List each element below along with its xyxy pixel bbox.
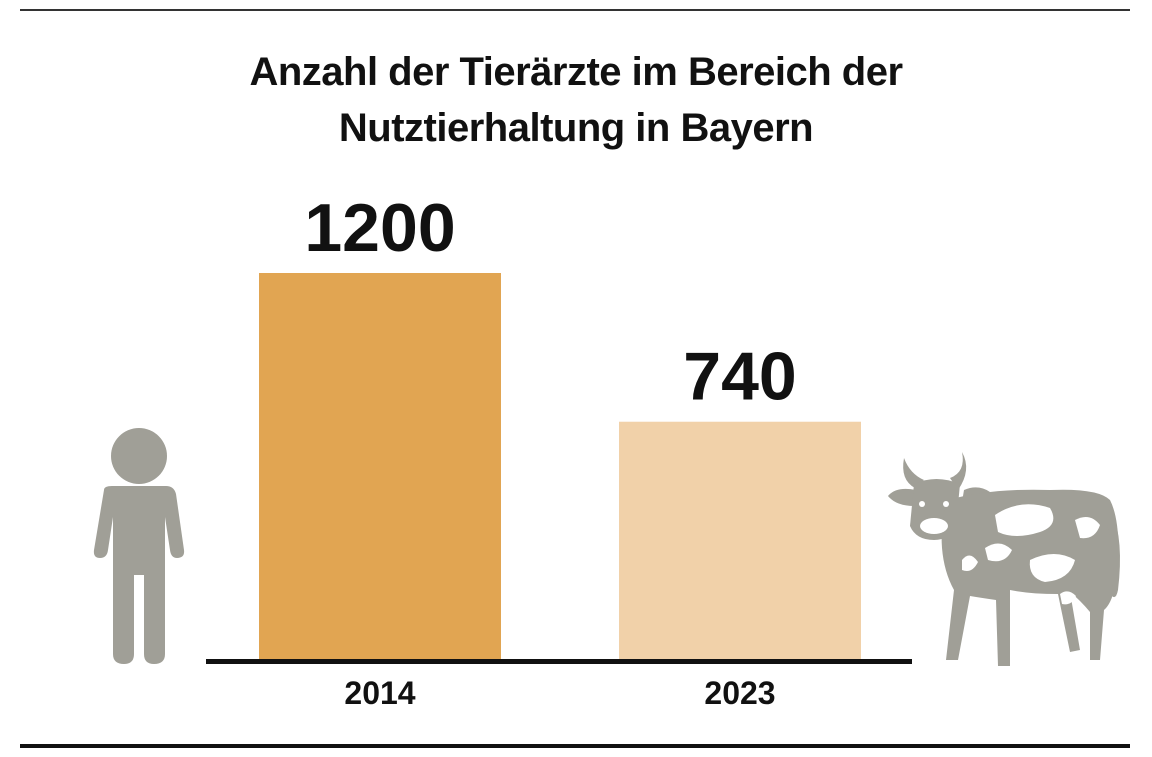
top-rule — [20, 9, 1130, 11]
chart-title: Anzahl der Tierärzte im Bereich der Nutz… — [0, 44, 1152, 156]
bars-group: 1200 2014 740 2023 — [259, 190, 861, 711]
value-label-2023: 740 — [683, 339, 796, 415]
bar-2023 — [619, 421, 861, 661]
chart-title-line-2: Nutztierhaltung in Bayern — [338, 106, 814, 150]
bottom-rule — [20, 744, 1130, 748]
x-tick-label-2023: 2023 — [704, 675, 775, 711]
chart-title-line-1: Anzahl der Tierärzte im Bereich der — [249, 50, 903, 94]
value-label-2014: 1200 — [304, 190, 455, 266]
person-icon — [93, 428, 185, 664]
cow-icon — [888, 452, 1120, 666]
bar-2014 — [259, 273, 501, 661]
x-axis-baseline — [206, 659, 912, 664]
x-tick-label-2014: 2014 — [344, 675, 415, 711]
